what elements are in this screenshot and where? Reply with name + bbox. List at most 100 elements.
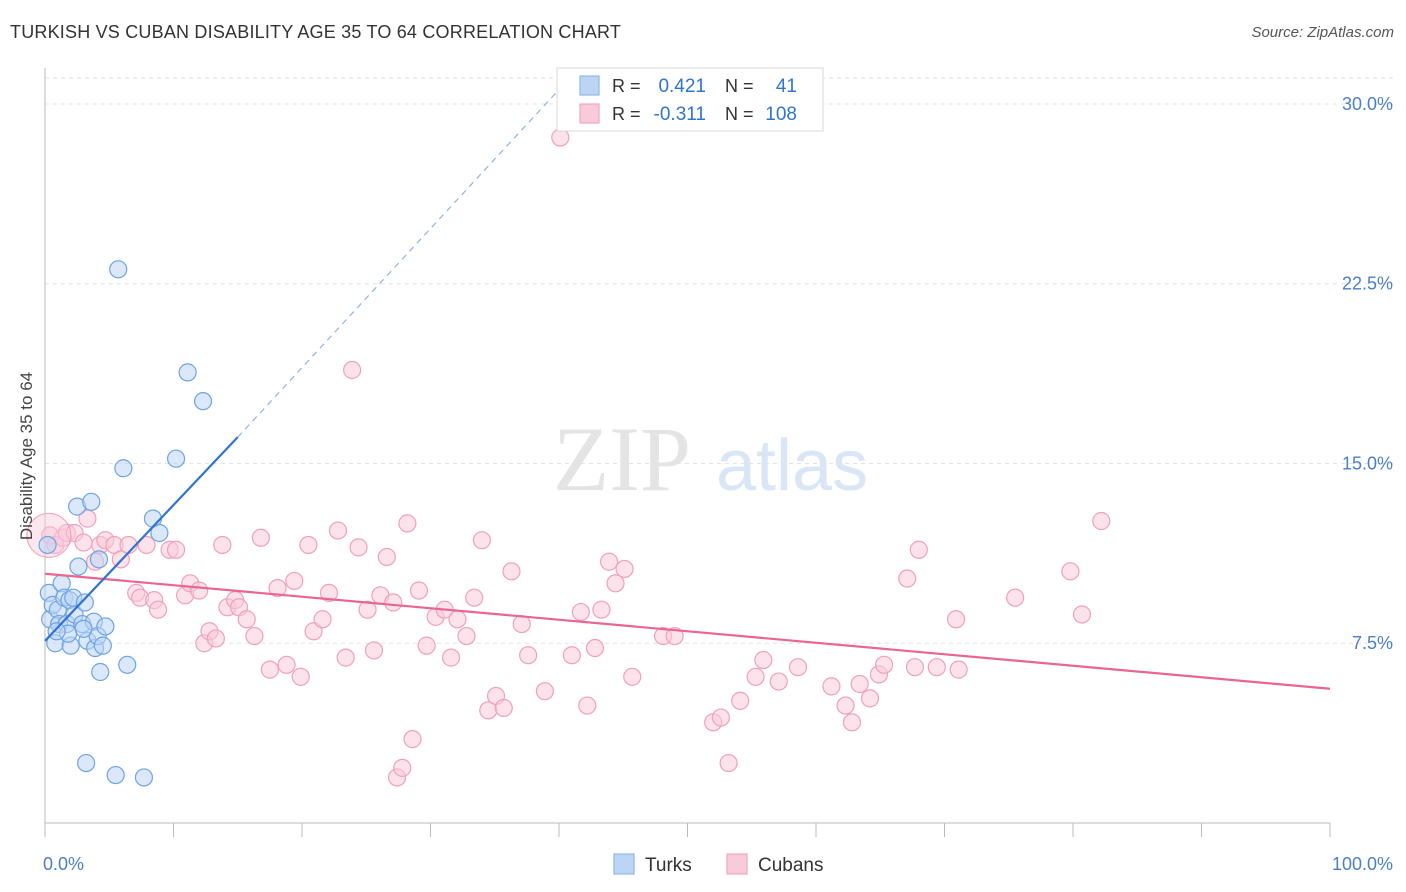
data-point-cubans xyxy=(148,600,168,619)
data-point-cubans xyxy=(502,562,521,581)
data-point-turks xyxy=(75,593,94,612)
legend-r-value-cubans: -0.311 xyxy=(654,104,706,125)
legend-n-label-2: N = xyxy=(725,104,754,124)
data-point-cubans xyxy=(328,521,348,540)
data-point-cubans xyxy=(465,588,484,607)
data-point-cubans xyxy=(606,574,625,593)
data-point-cubans xyxy=(245,626,264,646)
data-point-cubans xyxy=(592,600,611,619)
data-point-turks xyxy=(96,617,115,636)
data-point-cubans xyxy=(409,581,429,600)
trend-line-turks-extension xyxy=(237,89,560,438)
legend-r-label-2: R = xyxy=(612,104,641,124)
data-point-turks xyxy=(106,765,125,785)
data-point-cubans xyxy=(746,667,765,686)
source-note: Source: ZipAtlas.com xyxy=(1251,24,1394,41)
data-point-cubans xyxy=(251,528,270,547)
data-point-cubans xyxy=(166,540,186,559)
data-point-cubans xyxy=(1072,605,1092,624)
data-point-cubans xyxy=(875,655,894,674)
data-point-cubans xyxy=(313,610,332,629)
y-tick-label: 15.0% xyxy=(1342,453,1393,473)
data-point-turks xyxy=(166,449,186,468)
data-point-cubans xyxy=(946,610,966,629)
legend-r-label: R = xyxy=(612,76,641,96)
data-point-cubans xyxy=(403,730,422,749)
data-point-cubans xyxy=(842,713,862,732)
data-point-cubans xyxy=(299,535,318,555)
y-tick-label: 7.5% xyxy=(1352,633,1393,653)
data-point-cubans xyxy=(1006,588,1025,607)
data-point-cubans xyxy=(822,677,841,696)
data-point-cubans xyxy=(535,682,554,701)
data-point-cubans xyxy=(398,514,417,533)
axes xyxy=(44,68,1331,837)
data-point-cubans xyxy=(898,569,917,588)
data-point-turks xyxy=(82,492,101,511)
data-point-cubans xyxy=(78,509,97,528)
data-point-cubans xyxy=(711,708,731,727)
data-point-cubans xyxy=(268,579,287,598)
y-axis-label: Disability Age 35 to 64 xyxy=(17,372,36,540)
data-point-cubans xyxy=(585,638,605,658)
watermark-zip: ZIP xyxy=(553,408,691,510)
series-turks xyxy=(38,260,213,787)
legend-n-value-turks: 41 xyxy=(776,76,797,97)
data-point-cubans xyxy=(319,583,339,603)
data-point-turks xyxy=(134,768,154,787)
data-point-cubans xyxy=(285,571,304,591)
data-point-cubans xyxy=(665,626,684,646)
data-point-cubans xyxy=(1061,562,1080,581)
data-point-cubans xyxy=(206,629,226,648)
x-tick-label: 0.0% xyxy=(43,854,84,874)
data-point-cubans xyxy=(213,535,232,555)
watermark-atlas: atlas xyxy=(716,426,868,506)
data-point-cubans xyxy=(448,610,467,629)
trend-lines xyxy=(44,89,1331,690)
series-cubans xyxy=(26,128,1111,787)
y-tick-label: 30.0% xyxy=(1342,94,1393,114)
legend-label-turks: Turks xyxy=(645,855,692,876)
data-point-cubans xyxy=(850,674,869,694)
data-point-cubans xyxy=(291,667,310,686)
legend-swatch-cubans-bottom xyxy=(726,853,748,875)
data-point-turks xyxy=(77,753,96,773)
data-point-turks xyxy=(109,260,128,279)
data-point-cubans xyxy=(909,540,928,559)
data-point-cubans xyxy=(336,648,355,667)
data-point-cubans xyxy=(512,614,531,634)
data-point-cubans xyxy=(349,538,368,557)
data-point-cubans xyxy=(562,646,581,665)
data-point-cubans xyxy=(441,648,461,667)
data-point-cubans xyxy=(260,660,279,679)
data-point-cubans xyxy=(417,636,436,655)
data-point-cubans xyxy=(615,559,634,579)
data-point-cubans xyxy=(754,650,773,670)
data-point-cubans xyxy=(137,535,156,555)
legend-r-value-turks: 0.421 xyxy=(658,76,706,97)
data-point-cubans xyxy=(519,646,538,665)
legend-swatch-turks xyxy=(579,75,600,96)
data-point-cubans xyxy=(578,696,597,715)
data-point-turks xyxy=(38,535,57,555)
data-point-cubans xyxy=(190,581,209,600)
data-point-cubans xyxy=(788,658,808,677)
data-point-cubans xyxy=(457,626,476,646)
trend-line-turks xyxy=(44,436,239,642)
data-point-cubans xyxy=(358,600,377,619)
data-point-turks xyxy=(118,655,137,674)
y-tick-label: 22.5% xyxy=(1342,274,1393,294)
data-point-cubans xyxy=(494,698,513,718)
legend-swatch-cubans xyxy=(579,103,600,124)
data-point-cubans-large xyxy=(26,512,72,558)
legend-swatch-turks-bottom xyxy=(613,853,635,875)
data-point-turks xyxy=(91,662,110,682)
data-point-cubans xyxy=(74,533,93,552)
data-point-cubans xyxy=(237,610,256,629)
data-point-cubans xyxy=(719,753,738,773)
legend-n-value-cubans: 108 xyxy=(765,104,797,125)
watermark: ZIP atlas xyxy=(553,408,868,510)
data-point-turks xyxy=(47,622,66,641)
data-point-turks xyxy=(89,550,109,569)
